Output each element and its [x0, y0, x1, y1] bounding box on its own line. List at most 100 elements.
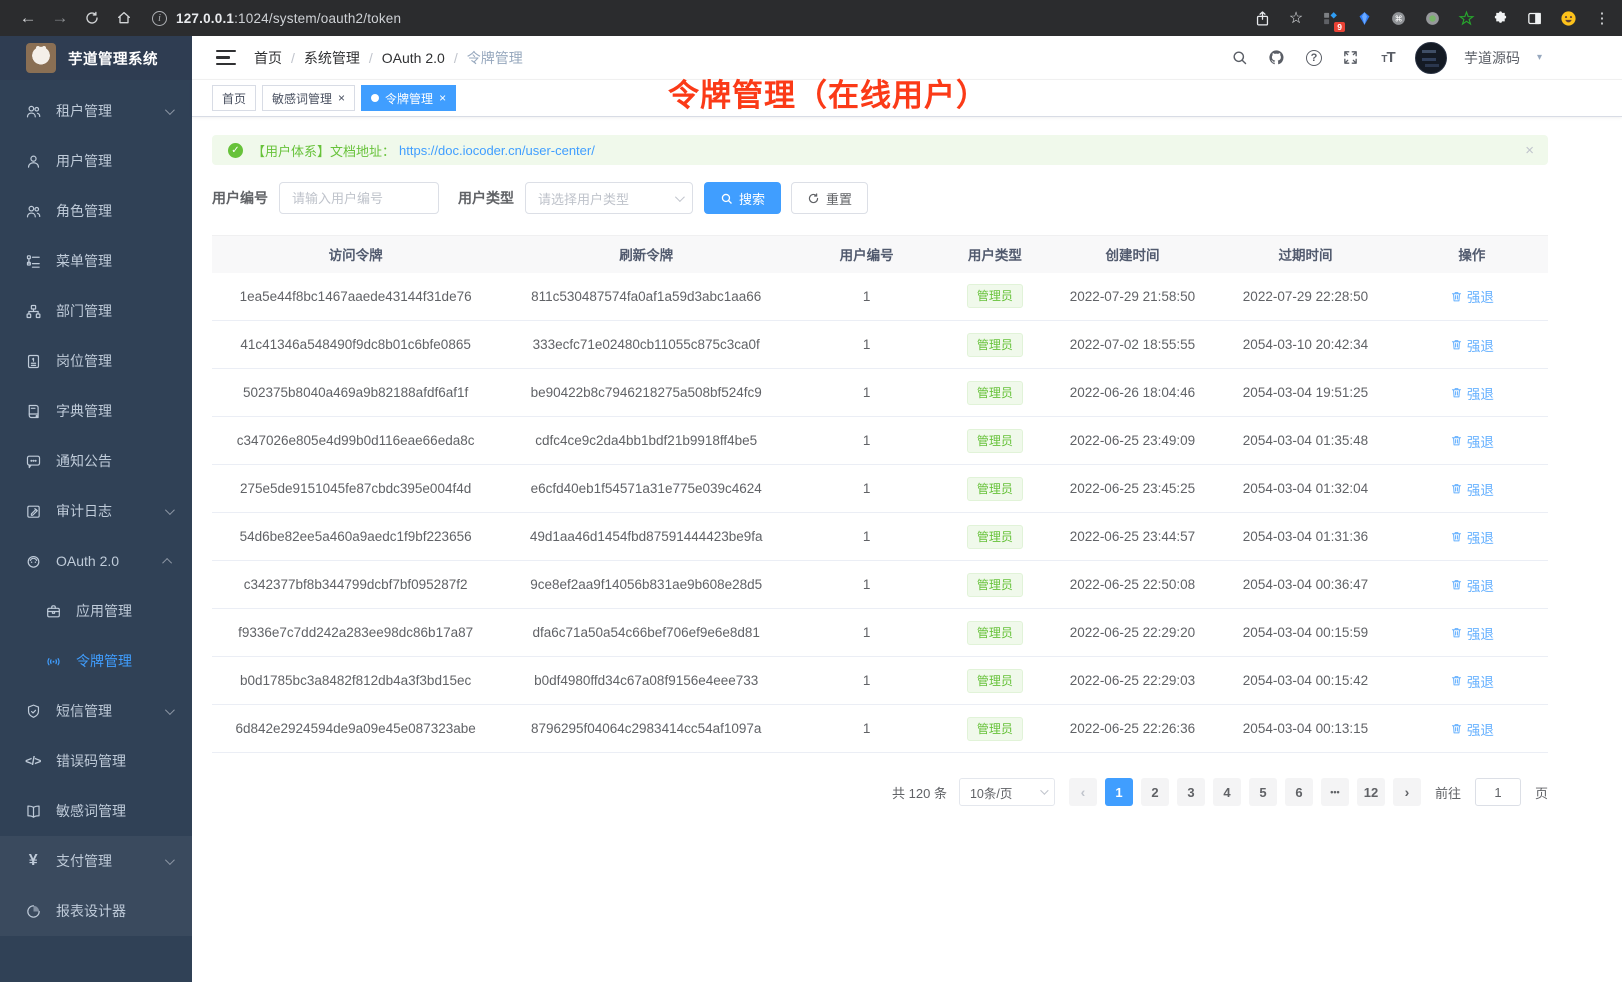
page-button-2[interactable]: 2 — [1140, 778, 1169, 806]
reset-button[interactable]: 重置 — [791, 182, 869, 214]
user-type-select[interactable]: 请选择用户类型 — [525, 182, 693, 214]
extension-badged-icon[interactable]: 9 — [1320, 8, 1345, 32]
close-icon[interactable]: × — [439, 91, 447, 105]
table-row: 502375b8040a469a9b82188afdf6af1f be90422… — [212, 368, 1548, 417]
refresh-token-cell: cdfc4ce9c2da4bb1bdf21b9918ff4be5 — [499, 416, 794, 465]
user-avatar[interactable] — [1414, 41, 1447, 74]
sidebar-item-report[interactable]: 报表设计器 — [0, 886, 192, 936]
refresh-token-cell: 811c530487574fa0af1a59d3abc1aa66 — [499, 272, 794, 321]
username[interactable]: 芋道源码 — [1463, 49, 1520, 66]
sidebar-item-label: 岗位管理 — [56, 353, 112, 369]
goto-page-input[interactable] — [1474, 778, 1521, 806]
font-size-icon[interactable]: TT — [1381, 49, 1395, 66]
sidebar-item-audit[interactable]: 审计日志 — [0, 486, 192, 536]
page-button-3[interactable]: 3 — [1176, 778, 1205, 806]
page-size-select[interactable]: 10条/页 — [958, 778, 1055, 806]
share-icon[interactable] — [1252, 8, 1272, 28]
access-token-cell: c342377bf8b344799dcbf7bf095287f2 — [212, 560, 500, 609]
page-button-1[interactable]: 1 — [1104, 778, 1133, 806]
more-pages-button[interactable]: ••• — [1320, 778, 1349, 806]
force-logout-button[interactable]: 强退 — [1450, 671, 1494, 691]
page-button-12[interactable]: 12 — [1356, 778, 1385, 806]
side-panel-icon[interactable] — [1524, 8, 1544, 28]
caret-down-icon[interactable]: ▾ — [1536, 52, 1542, 63]
help-icon[interactable]: ? — [1304, 48, 1324, 68]
sidebar-item-oauth[interactable]: OAuth 2.0 — [0, 536, 192, 586]
force-logout-button[interactable]: 强退 — [1450, 431, 1494, 451]
tab-敏感词管理[interactable]: 敏感词管理 × — [262, 85, 356, 111]
sidebar-item-sensitive[interactable]: 敏感词管理 — [0, 786, 192, 836]
page-button-4[interactable]: 4 — [1212, 778, 1241, 806]
command-circle-icon[interactable]: ⌘ — [1388, 8, 1408, 28]
force-logout-button[interactable]: 强退 — [1450, 286, 1494, 306]
sidebar-item-dept[interactable]: 部门管理 — [0, 286, 192, 336]
site-info-icon[interactable]: i — [152, 10, 167, 26]
search-button[interactable]: 搜索 — [704, 182, 782, 214]
github-icon[interactable] — [1267, 48, 1287, 68]
refresh-token-cell: 9ce8ef2aa9f14056b831ae9b608e28d5 — [499, 560, 794, 609]
sidebar-item-post[interactable]: 岗位管理 — [0, 336, 192, 386]
briefcase-icon — [44, 602, 62, 620]
puzzle-icon[interactable] — [1490, 8, 1510, 28]
sidebar-item-token[interactable]: 令牌管理 — [0, 636, 192, 686]
force-logout-button[interactable]: 强退 — [1450, 575, 1494, 595]
tab-令牌管理[interactable]: 令牌管理 × — [361, 85, 457, 111]
force-logout-button[interactable]: 强退 — [1450, 335, 1494, 355]
browser-home-icon[interactable] — [110, 4, 138, 32]
chevron-down-icon — [164, 704, 175, 715]
sidebar-item-sms[interactable]: 短信管理 — [0, 686, 192, 736]
kebab-menu-icon[interactable]: ⋮ — [1594, 10, 1610, 27]
fullscreen-icon[interactable] — [1341, 48, 1361, 68]
url-text[interactable]: 127.0.0.1:1024/system/oauth2/token — [176, 10, 402, 26]
sidebar-item-label: 错误码管理 — [56, 753, 126, 769]
breadcrumb-item[interactable]: 系统管理 — [303, 49, 360, 66]
sidebar-item-menu[interactable]: 菜单管理 — [0, 236, 192, 286]
sidebar-item-role[interactable]: 角色管理 — [0, 186, 192, 236]
collapse-menu-icon[interactable] — [216, 49, 236, 66]
close-icon[interactable]: × — [338, 91, 346, 105]
alert-close-icon[interactable]: × — [1525, 141, 1534, 159]
expire-time-cell: 2054-03-04 19:51:25 — [1215, 368, 1396, 417]
sidebar-item-errcode[interactable]: </> 错误码管理 — [0, 736, 192, 786]
trash-icon — [1450, 434, 1463, 447]
blue-gem-icon[interactable] — [1354, 8, 1374, 28]
doc-link[interactable]: https://doc.iocoder.cn/user-center/ — [399, 142, 595, 158]
app-logo-bar[interactable]: 芋道管理系统 — [0, 36, 192, 80]
force-logout-button[interactable]: 强退 — [1450, 383, 1494, 403]
green-star-icon[interactable] — [1456, 8, 1476, 28]
refresh-token-cell: 49d1aa46d1454fbd87591444423be9fa — [499, 512, 794, 561]
search-form: 用户编号 用户类型 请选择用户类型 搜索 重置 — [212, 182, 1548, 214]
force-logout-button[interactable]: 强退 — [1450, 719, 1494, 739]
sidebar-item-dict[interactable]: 字典管理 — [0, 386, 192, 436]
sidebar-item-tenant[interactable]: 租户管理 — [0, 86, 192, 136]
bookmark-star-icon[interactable]: ☆ — [1288, 10, 1304, 27]
page-button-6[interactable]: 6 — [1284, 778, 1313, 806]
record-circle-icon[interactable] — [1422, 8, 1442, 28]
user-id-input[interactable] — [279, 182, 439, 214]
breadcrumb-item[interactable]: OAuth 2.0 — [381, 49, 445, 66]
access-token-cell: 6d842e2924594de9a09e45e087323abe — [212, 704, 500, 753]
browser-forward-icon[interactable]: → — [51, 8, 69, 27]
expire-time-cell: 2054-03-04 00:15:42 — [1215, 656, 1396, 705]
emoji-avatar-icon[interactable] — [1558, 8, 1578, 28]
sidebar-item-pay[interactable]: ¥ 支付管理 — [0, 836, 192, 886]
next-page-button[interactable]: › — [1392, 778, 1421, 806]
force-logout-button[interactable]: 强退 — [1450, 479, 1494, 499]
browser-back-icon[interactable]: ← — [19, 8, 37, 27]
page-button-5[interactable]: 5 — [1248, 778, 1277, 806]
address-bar[interactable]: i 127.0.0.1:1024/system/oauth2/token — [152, 10, 1240, 26]
sidebar-item-label: 短信管理 — [56, 703, 112, 719]
force-logout-button[interactable]: 强退 — [1450, 623, 1494, 643]
column-header: 创建时间 — [1049, 235, 1216, 273]
search-icon[interactable] — [1230, 48, 1250, 68]
sidebar-item-user[interactable]: 用户管理 — [0, 136, 192, 186]
refresh-icon — [808, 192, 819, 203]
sidebar-item-oauth-app[interactable]: 应用管理 — [0, 586, 192, 636]
force-logout-button[interactable]: 强退 — [1450, 527, 1494, 547]
browser-chrome: ← → i 127.0.0.1:1024/system/oauth2/token… — [0, 0, 1622, 36]
sidebar-item-notice[interactable]: 通知公告 — [0, 436, 192, 486]
prev-page-button[interactable]: ‹ — [1068, 778, 1097, 806]
breadcrumb-item[interactable]: 首页 — [254, 49, 282, 66]
browser-reload-icon[interactable] — [78, 4, 106, 32]
tab-首页[interactable]: 首页 — [212, 85, 257, 111]
